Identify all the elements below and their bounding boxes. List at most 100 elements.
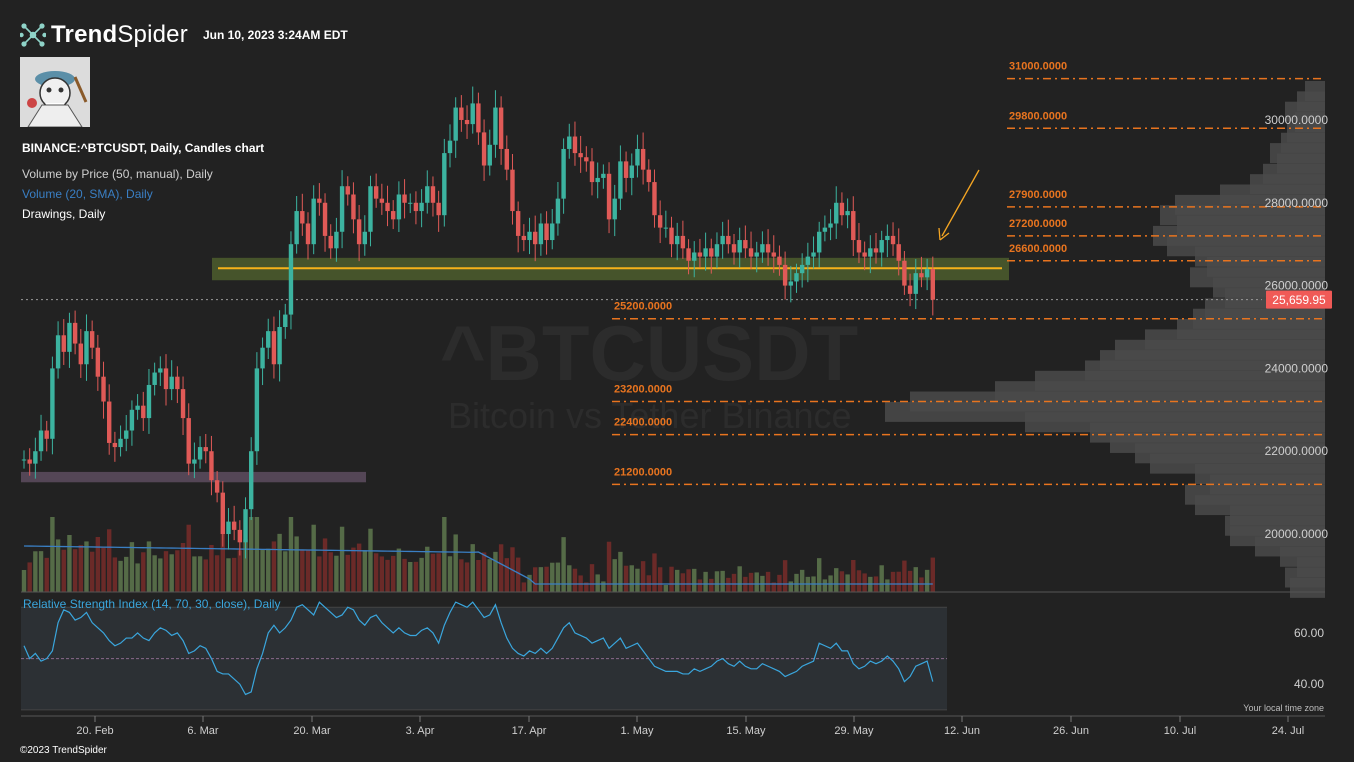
candle[interactable] [33,437,38,479]
candle[interactable] [777,245,782,276]
candle[interactable] [141,391,146,431]
candle[interactable] [118,425,123,457]
candle[interactable] [203,433,208,464]
rsi-legend[interactable]: Relative Strength Index (14, 70, 30, clo… [23,597,281,611]
candle[interactable] [107,384,112,455]
candle[interactable] [885,224,890,258]
candle[interactable] [277,310,282,382]
candle[interactable] [124,415,129,452]
candle[interactable] [839,192,845,226]
candle[interactable] [771,235,776,273]
candle[interactable] [425,170,430,214]
candle[interactable] [345,176,350,206]
candle[interactable] [413,191,419,225]
candle[interactable] [589,148,595,196]
candle[interactable] [578,135,583,173]
candle[interactable] [902,251,907,295]
candle[interactable] [243,497,248,559]
candle[interactable] [754,241,759,273]
candle[interactable] [135,394,140,420]
candle[interactable] [584,146,589,172]
candle[interactable] [317,183,322,216]
candle[interactable] [799,253,805,288]
candle[interactable] [209,435,214,496]
candle[interactable] [231,505,237,541]
candle[interactable] [112,431,118,462]
candle[interactable] [697,238,703,268]
candle[interactable] [271,316,277,379]
candle[interactable] [396,181,402,233]
candle[interactable] [459,95,464,132]
candle[interactable] [828,209,833,241]
candle[interactable] [237,520,243,556]
candle[interactable] [737,227,742,268]
candle[interactable] [748,231,754,270]
candle[interactable] [260,337,265,386]
candle[interactable] [249,437,254,520]
candle[interactable] [84,314,89,381]
candle[interactable] [635,134,640,178]
lower-zone[interactable] [21,471,366,483]
candle[interactable] [504,135,509,181]
candle[interactable] [743,225,748,259]
candle[interactable] [95,334,101,391]
candle[interactable] [464,105,470,139]
candle[interactable] [640,132,646,185]
candle[interactable] [601,164,606,189]
candle[interactable] [896,228,901,276]
candle[interactable] [226,508,231,550]
candle[interactable] [436,190,441,232]
time-axis[interactable]: 20. Feb 6. Mar 20. Mar 3. Apr 17. Apr 1. May 1… [76,716,1304,737]
candle[interactable] [322,193,328,252]
candle[interactable] [493,90,498,158]
candle[interactable] [822,215,828,242]
candle[interactable] [612,184,617,237]
candle[interactable] [294,195,299,254]
candle[interactable] [61,319,66,365]
candle[interactable] [283,303,288,339]
candle[interactable] [618,145,623,211]
candle[interactable] [805,242,811,283]
candle[interactable] [447,124,453,168]
candle[interactable] [515,201,521,253]
candle[interactable] [101,361,106,419]
candle[interactable] [470,86,475,134]
candle[interactable] [862,241,867,271]
candle[interactable] [794,263,799,293]
candle[interactable] [158,356,163,386]
candle[interactable] [680,220,686,259]
candle[interactable] [714,232,720,269]
candle[interactable] [38,414,44,461]
legend-symbol[interactable]: BINANCE:^BTCUSDT, Daily, Candles chart [22,141,265,155]
candle[interactable] [476,92,481,145]
candle[interactable] [78,329,83,378]
candle[interactable] [356,204,362,262]
candle[interactable] [606,162,612,234]
candle[interactable] [266,318,271,360]
candle[interactable] [572,121,578,166]
candle[interactable] [811,236,816,269]
candle[interactable] [629,153,634,196]
candle[interactable] [907,273,913,307]
candle[interactable] [481,119,487,181]
candle[interactable] [44,420,49,452]
candle[interactable] [67,312,72,368]
candle[interactable] [686,239,691,275]
candle[interactable] [817,221,822,268]
candle[interactable] [288,231,294,330]
candle[interactable] [924,258,930,291]
candle[interactable] [663,210,669,238]
candle[interactable] [408,193,413,214]
candle[interactable] [538,213,544,256]
candle[interactable] [521,224,527,252]
candle[interactable] [175,366,180,404]
candle[interactable] [334,217,339,262]
candle[interactable] [419,189,424,228]
candle[interactable] [555,181,561,236]
candle[interactable] [192,442,197,479]
candle[interactable] [646,159,651,192]
candle[interactable] [180,376,186,435]
candle[interactable] [368,175,373,247]
candle[interactable] [788,265,793,303]
